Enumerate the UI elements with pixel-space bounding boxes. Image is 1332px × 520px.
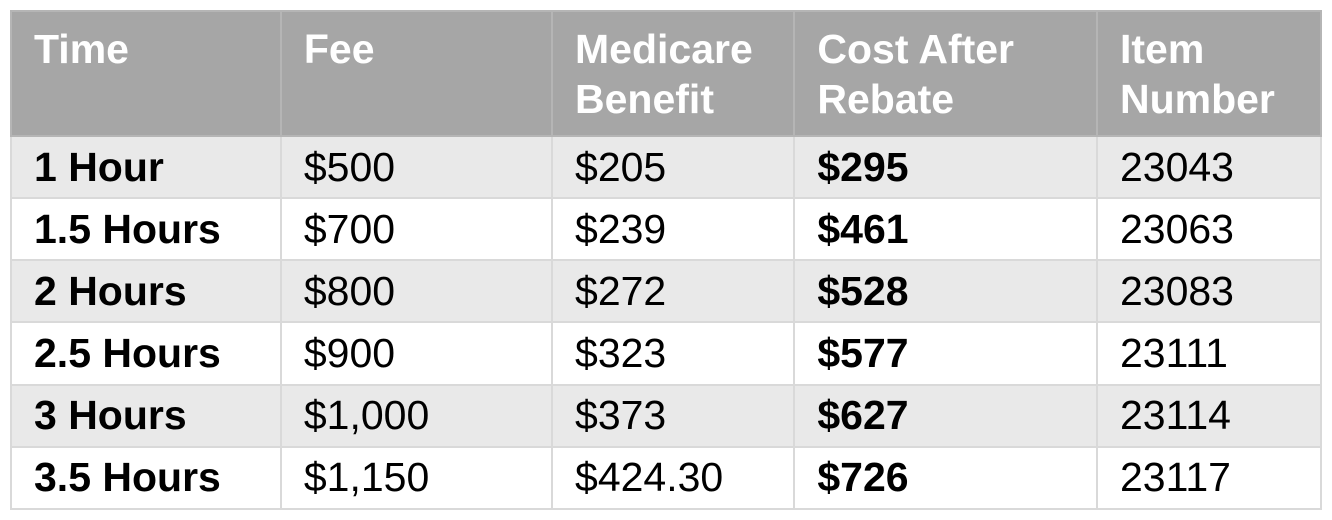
cell-cost-after-rebate: $461 xyxy=(793,197,1098,262)
table-row: 1.5 Hours $700 $239 $461 23063 xyxy=(10,197,1323,262)
cell-fee: $1,150 xyxy=(279,445,554,511)
cell-cost-after-rebate: $295 xyxy=(793,134,1098,200)
table-row: 2.5 Hours $900 $323 $577 23111 xyxy=(10,321,1323,386)
column-header-medicare-benefit: Medicare Benefit xyxy=(551,10,796,137)
table-body: 1 Hour $500 $205 $295 23043 1.5 Hours $7… xyxy=(10,134,1323,511)
cell-cost-after-rebate: $627 xyxy=(793,383,1098,448)
cell-time: 3.5 Hours xyxy=(10,445,282,511)
table-row: 1 Hour $500 $205 $295 23043 xyxy=(10,134,1323,200)
table-row: 3 Hours $1,000 $373 $627 23114 xyxy=(10,383,1323,448)
cell-medicare-benefit: $323 xyxy=(551,321,796,386)
cell-medicare-benefit: $239 xyxy=(551,197,796,262)
header-row: Time Fee Medicare Benefit Cost After Reb… xyxy=(10,10,1323,137)
cell-time: 1.5 Hours xyxy=(10,197,282,262)
cell-time: 1 Hour xyxy=(10,134,282,200)
column-header-cost-after-rebate: Cost After Rebate xyxy=(793,10,1098,137)
cell-cost-after-rebate: $577 xyxy=(793,321,1098,386)
cell-time: 3 Hours xyxy=(10,383,282,448)
cell-item-number: 23063 xyxy=(1095,197,1323,262)
medicare-fee-table: Time Fee Medicare Benefit Cost After Reb… xyxy=(10,10,1323,511)
column-header-item-number: Item Number xyxy=(1095,10,1323,137)
table-row: 3.5 Hours $1,150 $424.30 $726 23117 xyxy=(10,445,1323,511)
cell-time: 2.5 Hours xyxy=(10,321,282,386)
column-header-time: Time xyxy=(10,10,282,137)
cell-medicare-benefit: $205 xyxy=(551,134,796,200)
cell-fee: $700 xyxy=(279,197,554,262)
cell-cost-after-rebate: $726 xyxy=(793,445,1098,511)
cell-cost-after-rebate: $528 xyxy=(793,259,1098,324)
cell-medicare-benefit: $373 xyxy=(551,383,796,448)
column-header-fee: Fee xyxy=(279,10,554,137)
cell-item-number: 23043 xyxy=(1095,134,1323,200)
cell-fee: $1,000 xyxy=(279,383,554,448)
cell-item-number: 23111 xyxy=(1095,321,1323,386)
cell-fee: $900 xyxy=(279,321,554,386)
cell-medicare-benefit: $272 xyxy=(551,259,796,324)
table-row: 2 Hours $800 $272 $528 23083 xyxy=(10,259,1323,324)
cell-fee: $800 xyxy=(279,259,554,324)
cell-medicare-benefit: $424.30 xyxy=(551,445,796,511)
cell-item-number: 23117 xyxy=(1095,445,1323,511)
cell-time: 2 Hours xyxy=(10,259,282,324)
cell-item-number: 23114 xyxy=(1095,383,1323,448)
cell-item-number: 23083 xyxy=(1095,259,1323,324)
table-header: Time Fee Medicare Benefit Cost After Reb… xyxy=(10,10,1323,137)
cell-fee: $500 xyxy=(279,134,554,200)
